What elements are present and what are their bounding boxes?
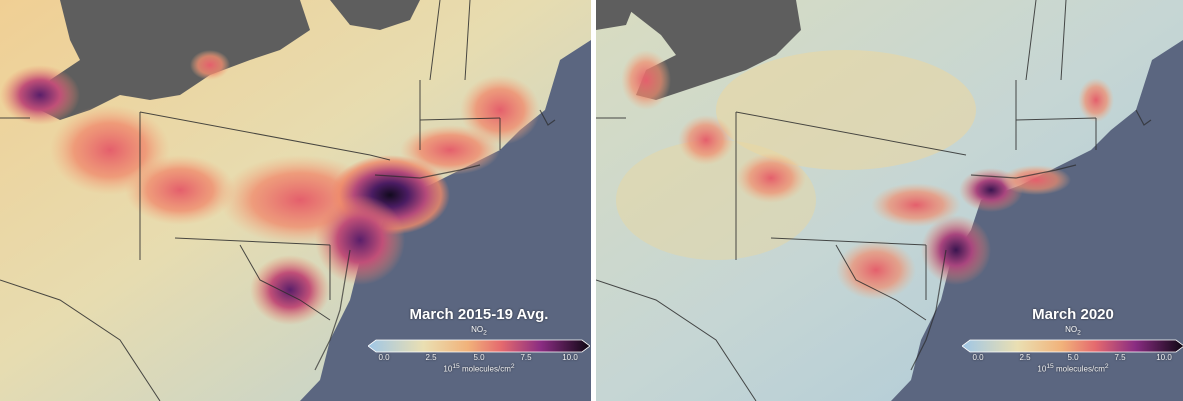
tick-label: 7.5	[520, 352, 532, 362]
tick-label: 0.0	[378, 352, 390, 362]
tick-label: 2.5	[1019, 352, 1031, 362]
tick-label: 7.5	[1114, 352, 1126, 362]
state-borders	[0, 0, 501, 401]
map-panel-2020: March 2020 NO2 0.0 2.5 5.0	[596, 0, 1183, 401]
legend: March 2020 NO2 0.0 2.5 5.0	[962, 306, 1183, 373]
no2-map	[596, 0, 1183, 401]
map-title: March 2015-19 Avg.	[409, 306, 549, 323]
tick-label: 5.0	[1067, 352, 1079, 362]
tick-label: 0.0	[972, 352, 984, 362]
color-scale: 0.0 2.5 5.0 7.5 10.0	[962, 339, 1183, 362]
color-scale: 0.0 2.5 5.0 7.5 10.0	[368, 339, 590, 362]
tick-label: 5.0	[473, 352, 485, 362]
variable-label: NO2	[1065, 325, 1081, 337]
variable-label: NO2	[471, 325, 487, 337]
tick-label: 2.5	[425, 352, 437, 362]
tick-label: 10.0	[1156, 352, 1172, 362]
map-panel-2015-19: March 2015-19 Avg. NO2 0.0 2.5 5	[0, 0, 591, 401]
no2-map	[0, 0, 591, 401]
legend: March 2015-19 Avg. NO2 0.0 2.5 5	[368, 306, 590, 373]
lake-region	[330, 0, 420, 30]
lake-region	[596, 0, 636, 30]
units-label: 1015 molecules/cm2	[1037, 362, 1109, 374]
units-label: 1015 molecules/cm2	[443, 362, 515, 374]
tick-label: 10.0	[562, 352, 578, 362]
map-title: March 2020	[1032, 306, 1114, 323]
great-lakes	[40, 0, 310, 120]
state-borders	[596, 0, 1097, 401]
